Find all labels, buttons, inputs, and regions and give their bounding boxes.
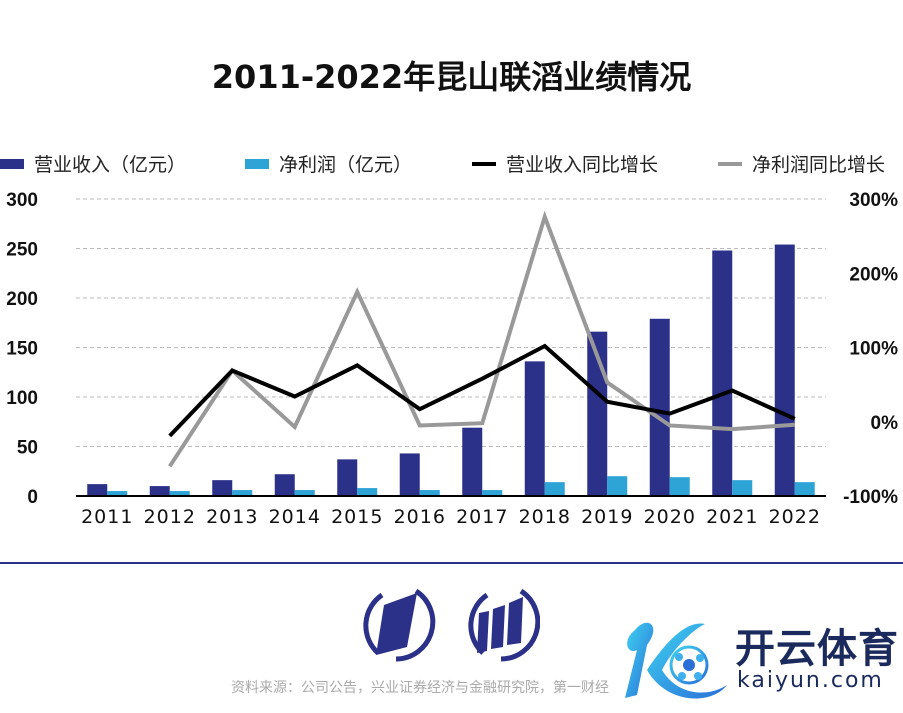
legend-item-net-profit: 净利润（亿元）	[245, 150, 412, 177]
bar-revenue	[149, 486, 170, 496]
bar-revenue	[274, 474, 295, 496]
x-axis-tick-label: 2019	[581, 506, 633, 528]
watermark-brand-en: kaiyun.com	[737, 668, 884, 693]
right-axis-tick-label: 300%	[849, 190, 898, 211]
left-axis-tick-label: 250	[6, 240, 38, 261]
legend-swatch-net-profit-growth	[718, 161, 742, 166]
legend-swatch-net-profit	[245, 158, 269, 169]
bar-revenue	[649, 318, 670, 496]
legend-item-revenue: 营业收入（亿元）	[0, 150, 186, 177]
legend-swatch-revenue	[0, 158, 24, 169]
bar-revenue	[212, 480, 233, 496]
legend-label-revenue-growth: 营业收入同比增长	[506, 154, 659, 176]
legend-label-net-profit-growth: 净利润同比增长	[752, 154, 886, 176]
x-axis-tick-label: 2012	[144, 506, 196, 528]
bar-net-profit	[544, 482, 565, 496]
bar-net-profit	[419, 490, 440, 496]
right-axis-tick-label: 200%	[849, 264, 898, 285]
bar-revenue	[712, 250, 733, 496]
left-axis-tick-label: 100	[6, 388, 38, 409]
right-axis-tick-label: 100%	[849, 339, 898, 360]
legend-item-net-profit-growth: 净利润同比增长	[718, 150, 885, 177]
left-axis-tick-label: 50	[17, 438, 38, 459]
source-note: 资料来源：公司公告，兴业证券经济与金融研究院，第一财经	[231, 680, 609, 696]
bar-revenue	[524, 361, 545, 496]
x-axis-tick-label: 2015	[331, 506, 383, 528]
x-axis-tick-label: 2020	[644, 506, 696, 528]
bar-net-profit	[794, 482, 815, 496]
right-axis-tick-label: 0%	[871, 413, 899, 434]
bar-net-profit	[107, 491, 128, 496]
divider	[0, 562, 903, 564]
left-axis-tick-label: 0	[27, 487, 38, 508]
bar-net-profit	[482, 490, 503, 496]
legend: 营业收入（亿元） 净利润（亿元） 营业收入同比增长 净利润同比增长	[0, 150, 903, 178]
x-axis-tick-label: 2016	[394, 506, 446, 528]
bar-net-profit	[294, 490, 315, 496]
bar-revenue	[87, 484, 108, 496]
bar-net-profit	[232, 490, 253, 496]
bar-net-profit	[732, 480, 753, 496]
chart-plot: 0 50 100 150 200 250 300 -100% 0% 100% 200% 300% 201…	[6, 190, 899, 528]
legend-label-revenue: 营业收入（亿元）	[34, 154, 187, 176]
logo-right-icon	[468, 588, 541, 662]
left-axis-tick-label: 200	[6, 289, 38, 310]
watermark-logo-icon	[625, 622, 727, 699]
logos	[360, 583, 541, 667]
bar-net-profit	[669, 477, 690, 496]
x-axis-tick-label: 2022	[769, 506, 821, 528]
bar-net-profit	[357, 488, 378, 496]
watermark-brand-cn: 开云体育	[735, 626, 899, 672]
x-axis-tick-label: 2013	[206, 506, 258, 528]
x-axis-tick-label: 2017	[456, 506, 508, 528]
left-axis-tick-label: 150	[6, 339, 38, 360]
x-axis-tick-label: 2014	[269, 506, 321, 528]
x-axis-tick-label: 2018	[519, 506, 571, 528]
right-axis-tick-label: -100%	[843, 487, 898, 508]
bar-revenue	[462, 427, 483, 496]
legend-item-revenue-growth: 营业收入同比增长	[472, 150, 658, 177]
bar-revenue	[337, 459, 358, 496]
watermark: 开云体育 kaiyun.com	[617, 610, 903, 705]
bar-revenue	[399, 453, 420, 496]
bar-net-profit	[169, 491, 190, 496]
left-axis-tick-label: 300	[6, 190, 38, 211]
x-axis-tick-label: 2011	[81, 506, 133, 528]
bar-revenue	[774, 244, 795, 496]
logo-left-icon	[363, 588, 436, 662]
legend-label-net-profit: 净利润（亿元）	[279, 154, 413, 176]
bar-net-profit	[607, 476, 628, 496]
x-axis-tick-label: 2021	[706, 506, 758, 528]
legend-swatch-revenue-growth	[472, 161, 496, 166]
chart-title: 2011-2022年昆山联滔业绩情况	[211, 58, 692, 96]
